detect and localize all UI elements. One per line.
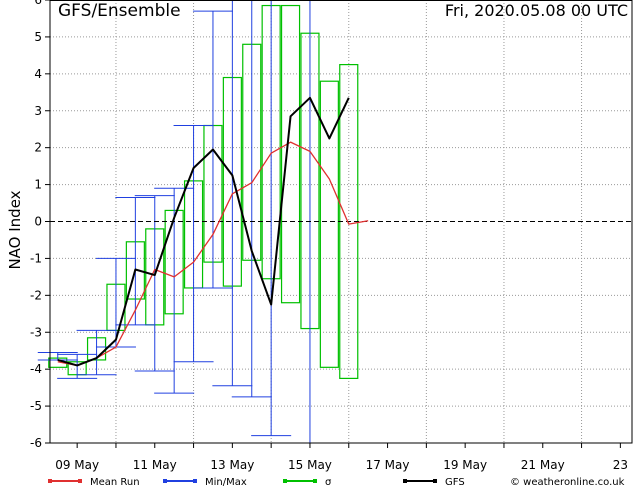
x-tick-label: 13 May (210, 458, 254, 472)
y-tick-label: 5 (34, 30, 42, 44)
grid (50, 0, 632, 443)
series-line-gfs (57, 96, 350, 367)
legend-swatch-marker (163, 479, 167, 483)
sigma-box (280, 4, 301, 304)
x-tick-label: 11 May (133, 458, 177, 472)
x-tick-label: 21 May (521, 458, 565, 472)
sigma-box (319, 80, 339, 368)
y-tick-label: -1 (30, 251, 42, 265)
chart-title: GFS/Ensemble (58, 1, 181, 21)
x-tick-label: 09 May (55, 458, 99, 472)
x-tick-label: 19 May (443, 458, 487, 472)
x-tick-label: 15 May (288, 458, 332, 472)
y-axis-label: NAO Index (6, 190, 24, 269)
series-layer (57, 96, 369, 367)
x-tick-label: 17 May (366, 458, 410, 472)
legend-label: GFS (445, 477, 465, 488)
y-tick-label: 4 (34, 67, 42, 81)
legend-swatch-marker (403, 479, 407, 483)
y-tick-label: -2 (30, 288, 42, 302)
legend-swatch-marker (313, 479, 317, 483)
y-tick-label: 1 (34, 178, 42, 192)
legend-swatch-marker (283, 479, 287, 483)
y-tick-label: 0 (34, 215, 42, 229)
y-tick-label: 3 (34, 104, 42, 118)
legend-swatch-marker (433, 479, 437, 483)
sigma-layer (48, 4, 359, 379)
x-axis: 09 May 11 May 13 May 15 May 17 May 19 May 21 M… (55, 443, 628, 472)
legend-label: Mean Run (90, 477, 140, 488)
legend-swatch-marker (78, 479, 82, 483)
legend: Mean Run Min/Max σ GFS (48, 477, 465, 488)
series-line-mean (57, 141, 369, 367)
legend-label: Min/Max (205, 477, 247, 488)
y-tick-label: 2 (34, 141, 42, 155)
credit-text: © weatheronline.co.uk (510, 477, 625, 488)
y-tick-label: -4 (30, 362, 42, 376)
y-tick-label: 6 (34, 0, 42, 7)
y-axis: -6 -5 -4 -3 -2 -1 0 1 2 3 4 5 6 (30, 0, 50, 450)
legend-swatch-marker (193, 479, 197, 483)
x-tick-label: 23 (613, 458, 628, 472)
y-tick-label: -6 (30, 436, 42, 450)
legend-swatch-marker (48, 479, 52, 483)
y-tick-label: -3 (30, 325, 42, 339)
y-tick-label: -5 (30, 399, 42, 413)
run-date-label: Fri, 2020.05.08 00 UTC (445, 1, 628, 20)
legend-label: σ (325, 477, 332, 488)
